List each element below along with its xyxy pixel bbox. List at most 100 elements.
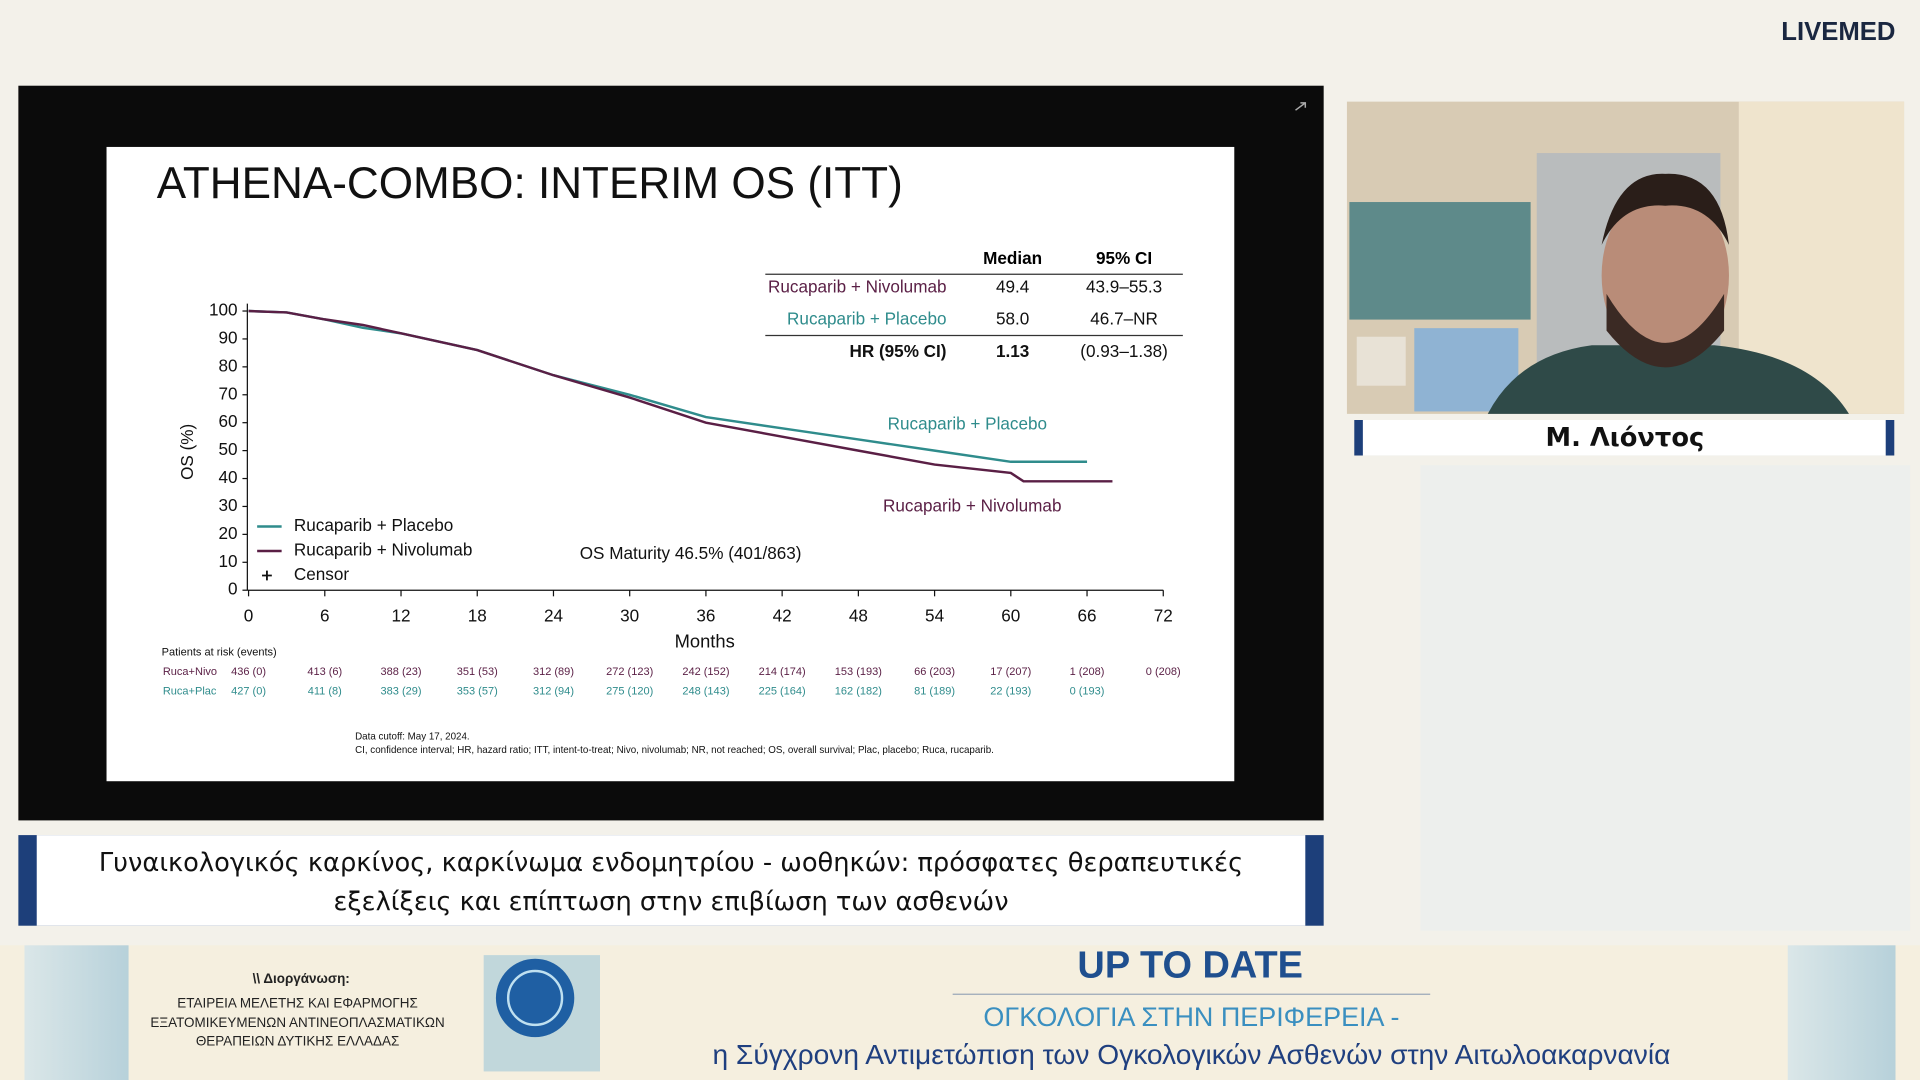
table-row-label: Rucaparib + Nivolumab [768, 276, 946, 296]
at-risk-cell: 225 (164) [759, 686, 806, 698]
at-risk-cell: 312 (89) [533, 666, 574, 678]
table-cell: 58.0 [996, 309, 1029, 329]
y-tick-label: 30 [218, 495, 237, 515]
event-title: UP TO DATE [1077, 944, 1303, 986]
legend-label: Censor [294, 564, 350, 584]
video-person-beard [1606, 293, 1725, 368]
y-tick-label: 0 [228, 579, 238, 599]
censor-symbol [262, 570, 272, 581]
table-cell: 1.13 [996, 341, 1029, 361]
y-tick-label: 90 [218, 327, 237, 347]
at-risk-cell: 0 (208) [1146, 666, 1181, 678]
x-tick-label: 66 [1078, 606, 1097, 626]
slide [106, 146, 1235, 782]
title-bar [36, 835, 1306, 926]
x-tick-label: 24 [544, 606, 564, 626]
logo-ring [506, 969, 564, 1027]
table-cell: 49.4 [996, 276, 1030, 296]
at-risk-cell: 388 (23) [381, 666, 422, 678]
video-person-head [1601, 187, 1729, 364]
x-tick-label: 30 [620, 606, 639, 626]
expand-icon[interactable] [1295, 102, 1307, 111]
at-risk-cell: 275 (120) [606, 686, 653, 698]
table-row-label: Rucaparib + Placebo [787, 309, 946, 329]
table-header: 95% CI [1096, 248, 1152, 268]
at-risk-cell: 22 (193) [990, 686, 1031, 698]
table-header: Median [983, 248, 1042, 268]
at-risk-cell: 353 (57) [457, 686, 498, 698]
x-tick-label: 60 [1001, 606, 1020, 626]
y-tick-label: 10 [218, 551, 237, 571]
at-risk-cell: 351 (53) [457, 666, 498, 678]
footnote: CI, confidence interval; HR, hazard rati… [355, 745, 994, 756]
event-subtitle: ΟΓΚΟΛΟΓΙΑ ΣΤΗΝ ΠΕΡΙΦΕΡΕΙΑ - [983, 1002, 1399, 1032]
y-axis-label: OS (%) [177, 424, 197, 480]
at-risk-cell: 427 (0) [231, 686, 266, 698]
at-risk-cell: 436 (0) [231, 666, 266, 678]
at-risk-cell: 272 (123) [606, 666, 653, 678]
x-tick-label: 72 [1154, 606, 1173, 626]
at-risk-label: Ruca+Plac [163, 686, 217, 698]
y-tick-label: 50 [218, 439, 237, 459]
at-risk-title: Patients at risk (events) [162, 647, 277, 659]
at-risk-cell: 0 (193) [1070, 686, 1105, 698]
y-tick-label: 70 [218, 383, 237, 403]
table-cell: 43.9–55.3 [1086, 276, 1162, 296]
at-risk-cell: 66 (203) [914, 666, 955, 678]
y-tick-label: 80 [218, 355, 237, 375]
x-tick-label: 18 [468, 606, 487, 626]
organizer-line: ΘΕΡΑΠΕΙΩΝ ΔΥΤΙΚΗΣ ΕΛΛΑΔΑΣ [196, 1034, 399, 1049]
at-risk-cell: 17 (207) [990, 666, 1031, 678]
footer-decor [1787, 945, 1896, 1080]
footer-decor [24, 945, 129, 1080]
video-painting [1349, 202, 1531, 320]
talk-title: Γυναικολογικός καρκίνος, καρκίνωμα ενδομ… [99, 848, 1243, 878]
annotation: OS Maturity 46.5% (401/863) [580, 543, 802, 563]
at-risk-cell: 413 (6) [307, 666, 342, 678]
x-tick-label: 6 [320, 606, 330, 626]
footer-banner [0, 945, 1920, 1080]
organizer-line: ΕΞΑΤΟΜΙΚΕΥΜΕΝΩΝ ΑΝΤΙΝΕΟΠΛΑΣΜΑΤΙΚΩΝ [150, 1015, 444, 1030]
x-tick-label: 36 [696, 606, 715, 626]
at-risk-cell: 383 (29) [381, 686, 422, 698]
background-decor [1420, 465, 1911, 931]
event-logo [483, 955, 600, 1072]
speaker-video [1346, 101, 1905, 414]
legend-label: Rucaparib + Nivolumab [294, 540, 472, 560]
at-risk-table: Ruca+Nivo 436 (0) 413 (6) 388 (23) 351 (53) 3… [163, 666, 1181, 698]
y-tick-label: 40 [218, 467, 237, 487]
table-cell: (0.93–1.38) [1080, 341, 1168, 361]
x-axis-label: Months [675, 631, 735, 652]
at-risk-cell: 1 (208) [1070, 666, 1105, 678]
x-tick-label: 12 [391, 606, 410, 626]
y-tick-label: 100 [209, 300, 238, 320]
table-row-label: HR (95% CI) [849, 341, 946, 361]
x-tick-label: 54 [925, 606, 945, 626]
at-risk-cell: 242 (152) [682, 666, 729, 678]
x-tick-label: 42 [773, 606, 792, 626]
footnote: Data cutoff: May 17, 2024. [355, 732, 470, 743]
slide-title: ATHENA-COMBO: INTERIM OS (ITT) [157, 159, 903, 208]
curve-label: Rucaparib + Nivolumab [883, 495, 1061, 515]
talk-title: εξελίξεις και επίπτωση στην επιβίωση των… [333, 887, 1008, 917]
median-table: Rucaparib + Nivolumab 49.4 43.9–55.3 Rucapa… [768, 276, 1168, 361]
y-tick-label: 60 [218, 411, 237, 431]
at-risk-cell: 81 (189) [914, 686, 955, 698]
name-bar [1362, 420, 1886, 456]
legend-label: Rucaparib + Placebo [294, 515, 453, 535]
at-risk-cell: 248 (143) [682, 686, 729, 698]
x-tick-label: 48 [849, 606, 868, 626]
at-risk-cell: 214 (174) [759, 666, 806, 678]
at-risk-cell: 411 (8) [308, 686, 342, 698]
table-cell: 46.7–NR [1090, 309, 1158, 329]
at-risk-cell: 153 (193) [835, 666, 882, 678]
at-risk-cell: 162 (182) [835, 686, 882, 698]
at-risk-cell: 312 (94) [533, 686, 574, 698]
organizer-heading: \\ Διοργάνωση: [253, 971, 350, 986]
video-switch [1356, 336, 1406, 386]
logo: LIVEMED [1781, 18, 1895, 46]
curve-label: Rucaparib + Placebo [888, 413, 1047, 433]
km-chart: 0 10 20 30 40 50 60 70 80 90 100 0 6 12 18 24 30 36 42 48 54… [177, 300, 1173, 652]
